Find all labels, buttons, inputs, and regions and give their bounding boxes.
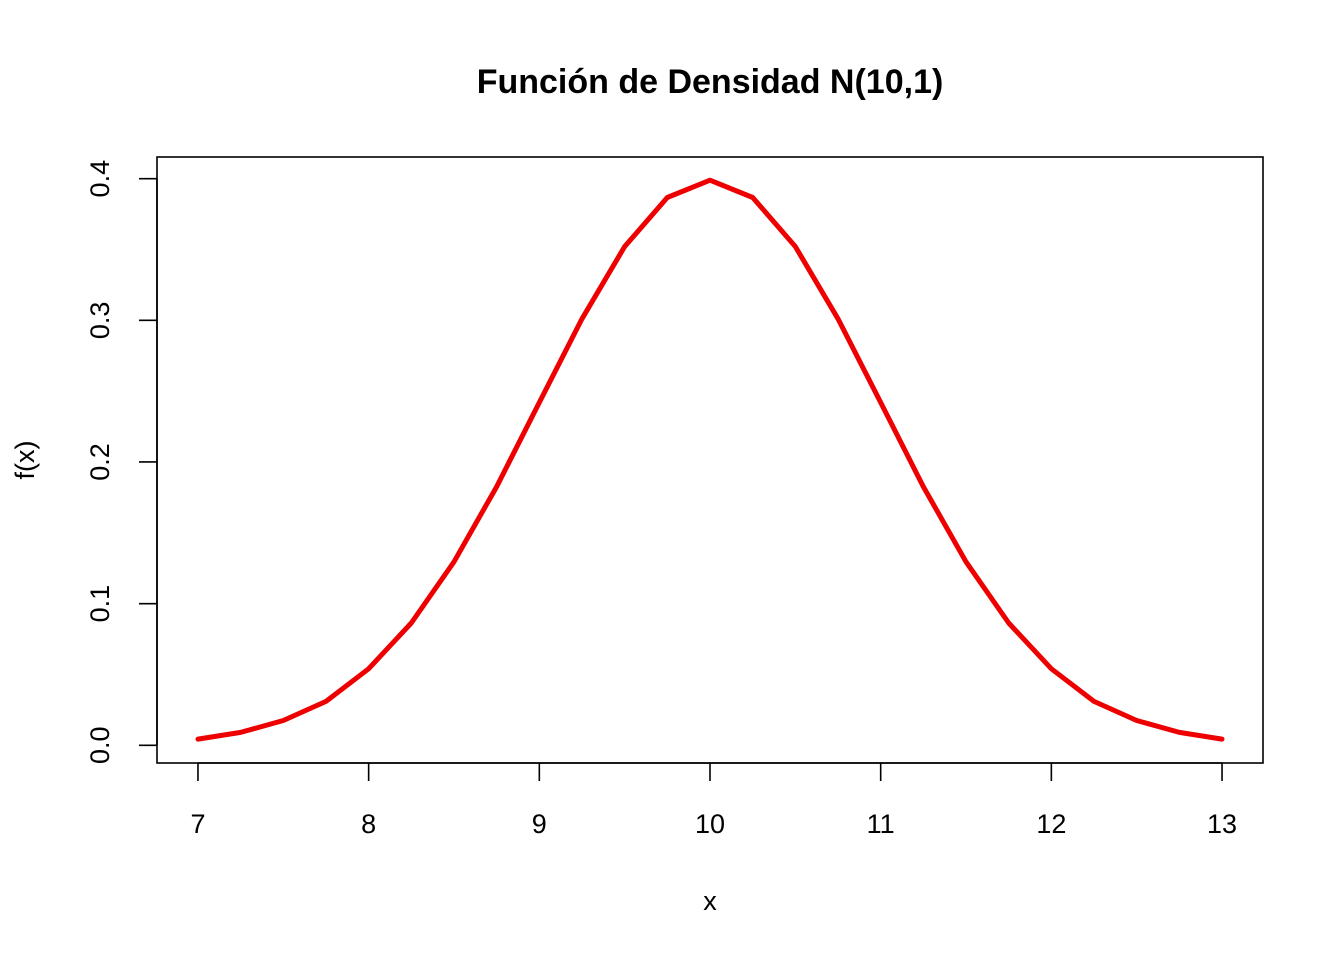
y-tick-label: 0.0	[85, 727, 115, 765]
x-axis-label: x	[703, 886, 717, 916]
series-layer	[195, 177, 1225, 742]
x-tick-label: 7	[190, 809, 205, 839]
y-axis: 0.0 0.1 0.2 0.3 0.4	[85, 160, 158, 765]
x-tick-label: 13	[1207, 809, 1237, 839]
density-curve	[195, 177, 1225, 742]
plot-area-frame	[156, 156, 1264, 764]
x-axis: 7 8 9 10 11 12 13	[190, 762, 1237, 839]
y-tick-label: 0.4	[85, 160, 115, 198]
y-tick-label: 0.2	[85, 443, 115, 481]
y-tick-label: 0.1	[85, 585, 115, 623]
y-axis-label: f(x)	[10, 441, 40, 480]
chart-title: Función de Densidad N(10,1)	[477, 63, 944, 101]
y-tick-label: 0.3	[85, 302, 115, 340]
x-tick-label: 11	[867, 809, 895, 839]
x-tick-label: 9	[532, 809, 547, 839]
x-tick-label: 10	[695, 809, 725, 839]
x-tick-label: 12	[1036, 809, 1066, 839]
x-tick-label: 8	[361, 809, 376, 839]
